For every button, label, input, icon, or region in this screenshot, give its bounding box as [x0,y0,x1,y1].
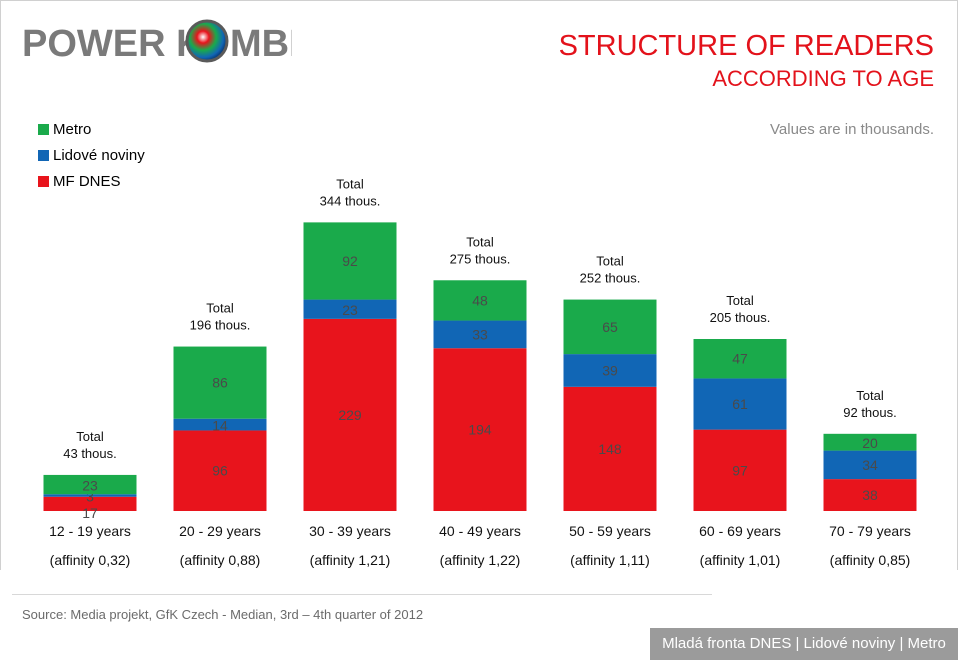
bar-segment-lidov-noviny [303,299,397,319]
bar-segment-metro [303,222,397,300]
x-tick-label: 70 - 79 years [829,523,911,539]
legend-item-metro: Metro [38,121,91,139]
footer-brand-bar: Mladá fronta DNES | Lidové noviny | Metr… [650,628,958,660]
power-kombi-logo: POWER K MBI [22,18,300,66]
x-tick-label: 50 - 59 years [569,523,651,539]
bar-segment-lidov-noviny [823,450,917,480]
bar-segment-mf-dnes [303,318,397,511]
x-tick-label: 20 - 29 years [179,523,261,539]
data-label-lidov-noviny: 3 [86,488,94,504]
total-label: 252 thous. [580,271,641,286]
data-label-metro: 23 [82,478,98,494]
total-label: 43 thous. [63,446,117,461]
data-label-metro: 47 [732,351,748,367]
bar-segment-metro [433,280,527,321]
affinity-label: (affinity 0,88) [180,552,261,568]
data-label-metro: 65 [602,319,618,335]
page-subtitle: ACCORDING TO AGE [712,66,934,91]
bar-segment-mf-dnes [823,479,917,511]
affinity-label: (affinity 0,32) [50,552,131,568]
logo-text-right: MBI [230,23,292,65]
source-note: Source: Media projekt, GfK Czech - Media… [22,607,424,622]
legend-label: Metro [53,121,92,138]
total-label: 205 thous. [710,310,771,325]
data-label-lidov-noviny: 34 [862,457,878,473]
data-label-mf-dnes: 17 [82,505,98,521]
total-label: 196 thous. [190,318,251,333]
legend-item-lidove-noviny: Lidové noviny [38,147,145,165]
bar-segment-mf-dnes [173,430,267,511]
x-tick-label: 12 - 19 years [49,523,131,539]
data-label-mf-dnes: 194 [468,422,492,438]
bar-segment-metro [693,339,787,379]
bar-segment-mf-dnes [563,386,657,511]
bar-segment-mf-dnes [43,496,137,511]
chart-frame [0,0,958,570]
data-label-lidov-noviny: 61 [732,396,748,412]
affinity-label: (affinity 1,11) [570,552,650,568]
bar-segment-lidov-noviny [43,494,137,497]
logo-orb-icon [185,19,229,63]
total-label: Total [76,429,104,444]
total-label: Total [336,176,364,191]
data-label-lidov-noviny: 23 [342,302,358,318]
data-label-metro: 86 [212,375,228,391]
total-label: 344 thous. [320,193,381,208]
data-label-mf-dnes: 229 [338,407,362,423]
total-label: Total [856,388,884,403]
logo-text-left: POWER K [22,23,204,65]
bar-segment-metro [43,474,137,495]
data-label-metro: 20 [862,435,878,451]
legend-swatch-mf-dnes [38,176,49,187]
total-label: Total [206,301,234,316]
bar-segment-lidov-noviny [693,378,787,430]
affinity-label: (affinity 1,21) [310,552,391,568]
total-label: 275 thous. [450,251,511,266]
data-label-mf-dnes: 38 [862,487,878,503]
units-note: Values are in thousands. [770,121,934,138]
data-label-mf-dnes: 96 [212,463,228,479]
bar-segment-lidov-noviny [433,320,527,349]
x-tick-label: 60 - 69 years [699,523,781,539]
page-title: STRUCTURE OF READERS [558,30,934,62]
data-label-lidov-noviny: 39 [602,362,618,378]
bar-segment-metro [823,433,917,451]
bar-segment-mf-dnes [693,429,787,511]
total-label: 92 thous. [843,405,897,420]
legend-item-mf-dnes: MF DNES [38,173,121,191]
data-label-lidov-noviny: 33 [472,326,488,342]
legend-label: Lidové noviny [53,147,145,164]
x-tick-label: 30 - 39 years [309,523,391,539]
data-label-metro: 92 [342,253,358,269]
data-label-mf-dnes: 97 [732,462,748,478]
affinity-label: (affinity 0,85) [830,552,911,568]
data-label-lidov-noviny: 14 [212,418,228,434]
data-label-mf-dnes: 148 [598,441,622,457]
legend-swatch-lidove-noviny [38,150,49,161]
total-label: Total [466,234,494,249]
bar-segment-metro [563,299,657,355]
data-label-metro: 48 [472,292,488,308]
bar-segment-metro [173,346,267,419]
bar-segment-mf-dnes [433,348,527,511]
bar-segment-lidov-noviny [563,354,657,387]
source-divider [12,594,712,595]
x-tick-label: 40 - 49 years [439,523,521,539]
legend-label: MF DNES [53,173,121,190]
total-label: Total [596,254,624,269]
affinity-label: (affinity 1,22) [440,552,521,568]
legend-swatch-metro [38,124,49,135]
bar-segment-lidov-noviny [173,418,267,431]
total-label: Total [726,293,754,308]
affinity-label: (affinity 1,01) [700,552,781,568]
